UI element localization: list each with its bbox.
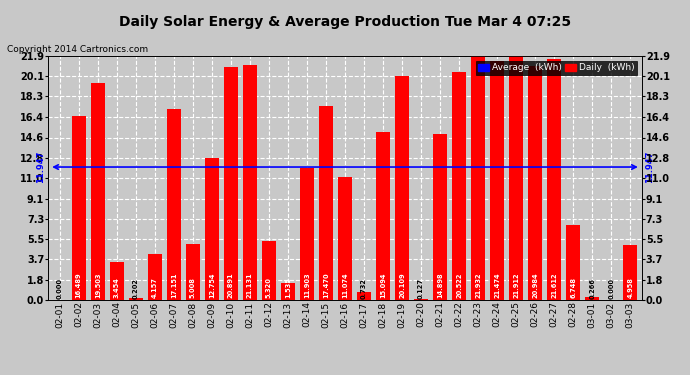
Text: 21.612: 21.612 — [551, 273, 558, 298]
Text: 20.891: 20.891 — [228, 273, 234, 298]
Bar — [224, 68, 238, 300]
Bar — [148, 254, 162, 300]
Text: 11.947: 11.947 — [644, 151, 653, 183]
Text: 12.754: 12.754 — [209, 273, 215, 298]
Bar — [186, 244, 200, 300]
Bar — [528, 66, 542, 300]
Text: 14.898: 14.898 — [437, 273, 443, 298]
Text: 11.947: 11.947 — [37, 151, 46, 183]
Text: 4.157: 4.157 — [152, 278, 158, 298]
Text: Daily Solar Energy & Average Production Tue Mar 4 07:25: Daily Solar Energy & Average Production … — [119, 15, 571, 29]
Text: 0.266: 0.266 — [589, 279, 595, 300]
Bar — [338, 177, 352, 300]
Bar — [490, 61, 504, 300]
Bar — [376, 132, 390, 300]
Text: 4.958: 4.958 — [627, 278, 633, 298]
Text: 0.127: 0.127 — [418, 279, 424, 300]
Text: 5.008: 5.008 — [190, 278, 196, 298]
Bar — [395, 76, 409, 300]
Text: 21.474: 21.474 — [494, 273, 500, 298]
Text: 6.748: 6.748 — [570, 278, 576, 298]
Bar — [547, 60, 562, 300]
Bar — [300, 168, 314, 300]
Text: 20.984: 20.984 — [532, 273, 538, 298]
Bar — [167, 109, 181, 300]
Bar — [414, 298, 428, 300]
Bar — [72, 117, 86, 300]
Text: 20.522: 20.522 — [456, 273, 462, 298]
Bar — [357, 292, 371, 300]
Text: 17.151: 17.151 — [171, 273, 177, 298]
Text: 11.074: 11.074 — [342, 273, 348, 298]
Text: 16.489: 16.489 — [76, 273, 81, 298]
Bar — [471, 56, 485, 300]
Bar — [90, 83, 105, 300]
Text: 15.094: 15.094 — [380, 273, 386, 298]
Bar — [319, 105, 333, 300]
Text: 0.202: 0.202 — [132, 279, 139, 300]
Text: 11.903: 11.903 — [304, 273, 310, 298]
Text: 5.320: 5.320 — [266, 278, 272, 298]
Bar — [452, 72, 466, 300]
Text: 17.470: 17.470 — [323, 273, 329, 298]
Bar — [566, 225, 580, 300]
Bar — [128, 298, 143, 300]
Text: 3.454: 3.454 — [114, 278, 120, 298]
Text: 0.000: 0.000 — [609, 279, 614, 300]
Bar — [281, 283, 295, 300]
Bar — [585, 297, 600, 300]
Text: 19.503: 19.503 — [95, 273, 101, 298]
Bar — [262, 241, 276, 300]
Legend: Average  (kWh), Daily  (kWh): Average (kWh), Daily (kWh) — [475, 61, 637, 75]
Text: 0.000: 0.000 — [57, 279, 63, 300]
Text: 21.131: 21.131 — [247, 273, 253, 298]
Text: 1.535: 1.535 — [285, 278, 291, 298]
Bar — [433, 134, 447, 300]
Bar — [110, 261, 124, 300]
Bar — [509, 56, 523, 300]
Text: 20.109: 20.109 — [399, 273, 405, 298]
Bar — [243, 65, 257, 300]
Bar — [205, 158, 219, 300]
Text: 21.912: 21.912 — [513, 273, 519, 298]
Text: Copyright 2014 Cartronics.com: Copyright 2014 Cartronics.com — [7, 45, 148, 54]
Text: 0.732: 0.732 — [361, 279, 367, 300]
Bar — [623, 245, 638, 300]
Text: 21.932: 21.932 — [475, 273, 481, 298]
